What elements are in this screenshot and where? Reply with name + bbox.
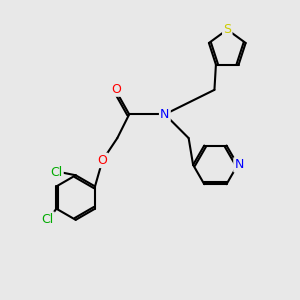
Text: N: N: [235, 158, 244, 171]
Text: O: O: [98, 154, 107, 167]
Text: O: O: [111, 82, 121, 96]
Text: S: S: [223, 23, 231, 36]
Text: Cl: Cl: [50, 166, 62, 179]
Text: Cl: Cl: [41, 213, 54, 226]
Text: N: N: [160, 108, 170, 121]
